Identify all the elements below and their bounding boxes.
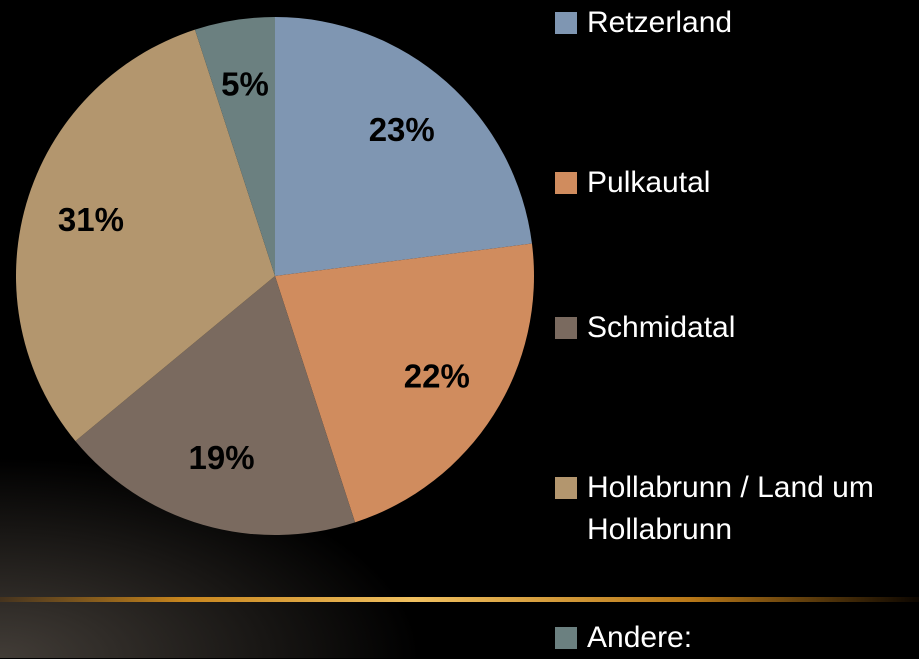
legend-item: Hollabrunn / Land um Hollabrunn xyxy=(555,467,887,551)
legend-swatch xyxy=(555,172,577,194)
legend-swatch xyxy=(555,477,577,499)
legend-swatch xyxy=(555,317,577,339)
pie-slice xyxy=(275,243,534,523)
legend-item: Pulkautal xyxy=(555,162,887,204)
data-label: 23% xyxy=(369,111,435,148)
data-label: 5% xyxy=(221,65,269,102)
data-label: 22% xyxy=(404,357,470,394)
data-label: 31% xyxy=(58,201,124,238)
legend-item: Schmidatal xyxy=(555,307,887,349)
legend-label: Retzerland xyxy=(587,6,733,39)
legend-swatch xyxy=(555,627,577,649)
pie-slice xyxy=(15,29,275,442)
legend-swatch xyxy=(555,12,577,34)
legend-item: Retzerland xyxy=(555,2,887,44)
legend-label: Andere: xyxy=(587,621,693,654)
pie-slice xyxy=(194,17,275,276)
legend-item: Andere: xyxy=(555,617,887,659)
legend-label: Pulkautal xyxy=(587,166,711,199)
legend-label: Hollabrunn / Land um Hollabrunn xyxy=(587,471,874,546)
legend-label: Schmidatal xyxy=(587,311,736,344)
pie-slice xyxy=(275,17,532,276)
data-label: 19% xyxy=(188,439,254,476)
pie-slice xyxy=(75,276,356,535)
divider-line xyxy=(0,597,919,602)
